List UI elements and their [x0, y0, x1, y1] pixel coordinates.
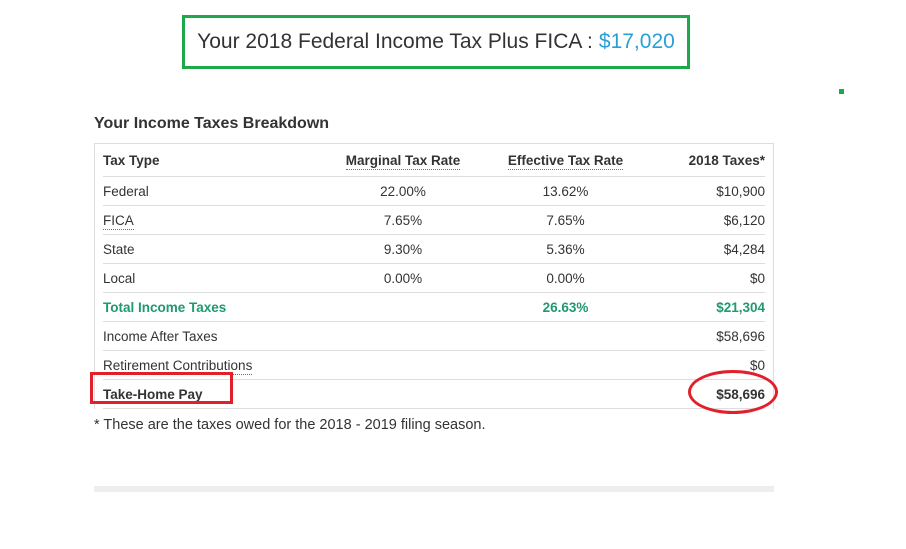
annotation-box — [90, 372, 233, 404]
tax-amount: $4,284 — [723, 241, 765, 257]
tax-amount: $0 — [749, 357, 765, 373]
table-header: Tax Type Marginal Tax Rate Effective Tax… — [103, 144, 765, 177]
divider — [94, 486, 774, 492]
row-label: Income After Taxes — [103, 328, 218, 344]
tax-amount: $0 — [749, 270, 765, 286]
col-tax-type: Tax Type — [103, 152, 160, 168]
col-taxes: 2018 Taxes* — [688, 152, 765, 168]
take-home-link[interactable]: Take-Home Pay — [103, 386, 203, 404]
tax-amount: $21,304 — [716, 299, 765, 315]
annotation-circle — [688, 370, 778, 414]
table-row-fica: FICA 7.65% 7.65% $6,120 — [103, 206, 765, 235]
retirement-link[interactable]: Retirement Contributions — [103, 357, 253, 375]
section-title: Your Income Taxes Breakdown — [94, 115, 330, 132]
effective-rate: 13.62% — [542, 183, 589, 199]
marginal-rate: 9.30% — [383, 241, 423, 257]
marginal-rate: 7.65% — [383, 212, 423, 228]
marginal-rate: 0.00% — [383, 270, 423, 286]
table-row-income-after-taxes: Income After Taxes $58,696 — [103, 322, 765, 351]
row-label: State — [103, 241, 135, 257]
tax-amount: $10,900 — [716, 183, 765, 199]
fica-link[interactable]: FICA — [103, 212, 134, 230]
table-row-local: Local 0.00% 0.00% $0 — [103, 264, 765, 293]
tax-amount: $6,120 — [723, 212, 765, 228]
table-row-total: Total Income Taxes 26.63% $21,304 — [103, 293, 765, 322]
footnote: * These are the taxes owed for the 2018 … — [94, 417, 486, 433]
effective-rate: 5.36% — [546, 241, 585, 257]
col-marginal[interactable]: Marginal Tax Rate — [345, 152, 461, 170]
green-marker — [839, 89, 844, 94]
table-row-retirement: Retirement Contributions $0 — [103, 351, 765, 380]
heading-text: Your 2018 Federal Income Tax Plus FICA : — [197, 30, 593, 53]
heading-amount: $17,020 — [598, 30, 675, 53]
row-label: Local — [103, 270, 136, 286]
table-row-federal: Federal 22.00% 13.62% $10,900 — [103, 177, 765, 206]
effective-rate: 26.63% — [542, 299, 589, 315]
tax-breakdown-table: Tax Type Marginal Tax Rate Effective Tax… — [94, 143, 774, 409]
effective-rate: 0.00% — [546, 270, 585, 286]
marginal-rate: 22.00% — [380, 183, 426, 199]
row-label: Federal — [103, 183, 149, 199]
col-effective[interactable]: Effective Tax Rate — [507, 152, 624, 170]
total-tax-heading: Your 2018 Federal Income Tax Plus FICA :… — [182, 15, 690, 69]
effective-rate: 7.65% — [546, 212, 585, 228]
tax-amount: $58,696 — [716, 328, 765, 344]
row-label: Total Income Taxes — [103, 299, 227, 315]
table-row-state: State 9.30% 5.36% $4,284 — [103, 235, 765, 264]
